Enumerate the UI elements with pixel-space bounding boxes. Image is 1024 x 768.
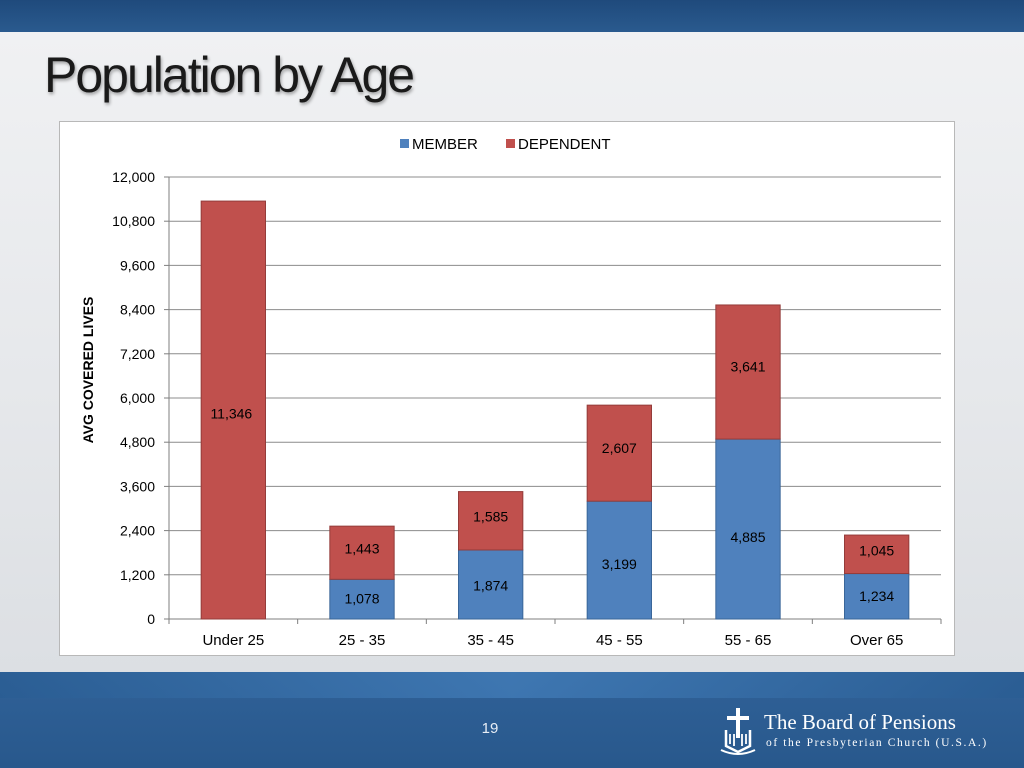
data-label: 1,045 bbox=[859, 543, 894, 559]
data-label: 1,443 bbox=[344, 541, 379, 557]
x-tick-label: Over 65 bbox=[850, 632, 903, 649]
data-label: 1,585 bbox=[473, 509, 508, 525]
y-tick-label: 3,600 bbox=[120, 478, 155, 494]
logo-line-2: of the Presbyterian Church (U.S.A.) bbox=[766, 737, 988, 749]
y-axis-title: AVG COVERED LIVES bbox=[80, 297, 96, 444]
data-label: 4,885 bbox=[730, 529, 765, 545]
data-label: 1,078 bbox=[344, 591, 379, 607]
bar-dependent bbox=[329, 525, 395, 580]
legend-label-member: MEMBER bbox=[412, 136, 478, 153]
y-tick-label: 2,400 bbox=[120, 523, 155, 539]
x-tick-label: 25 - 35 bbox=[339, 632, 386, 649]
legend-label-dependent: DEPENDENT bbox=[518, 136, 611, 153]
y-tick-label: 7,200 bbox=[120, 346, 155, 362]
logo-line-1: The Board of Pensions bbox=[764, 710, 956, 734]
bar-member bbox=[458, 549, 524, 620]
data-label: 1,234 bbox=[859, 588, 894, 604]
x-tick-label: Under 25 bbox=[202, 632, 264, 649]
footer-stripe bbox=[0, 672, 1024, 698]
bar-member bbox=[844, 573, 910, 620]
y-tick-label: 0 bbox=[147, 611, 155, 627]
presbyterian-seal-icon bbox=[720, 708, 756, 755]
chart-container: 0 1,200 2,400 3,600 4,800 6,000 7,200 8,400 9,60… bbox=[59, 121, 955, 656]
data-label: 1,874 bbox=[473, 578, 508, 594]
organization-logo: The Board of Pensions of the Presbyteria… bbox=[718, 706, 1008, 758]
legend-swatch-member bbox=[400, 139, 409, 148]
data-label: 11,346 bbox=[210, 405, 252, 421]
y-tick-label: 10,800 bbox=[112, 213, 155, 229]
data-label: 3,199 bbox=[602, 556, 637, 572]
bar-member bbox=[586, 500, 653, 620]
x-tick-label: 35 - 45 bbox=[467, 632, 514, 649]
x-tick-label: 55 - 65 bbox=[725, 632, 772, 649]
y-tick-label: 9,600 bbox=[120, 257, 155, 273]
bar-dependent bbox=[715, 304, 781, 440]
y-tick-label: 1,200 bbox=[120, 567, 155, 583]
stacked-bar-chart: 0 1,200 2,400 3,600 4,800 6,000 7,200 8,400 9,60… bbox=[80, 136, 942, 649]
bar-dependent bbox=[586, 404, 653, 502]
page-number: 19 bbox=[481, 720, 499, 737]
slide-title: Population by Age bbox=[44, 47, 415, 103]
bar-dependent bbox=[844, 534, 910, 575]
data-label: 2,607 bbox=[602, 440, 637, 456]
bar-member bbox=[715, 438, 781, 620]
y-tick-label: 8,400 bbox=[120, 302, 155, 318]
x-tick-label: 45 - 55 bbox=[596, 632, 643, 649]
y-tick-label: 4,800 bbox=[120, 434, 155, 450]
footer-bar: 19 bbox=[0, 672, 1024, 768]
bar-dependent bbox=[200, 200, 267, 620]
bar-member bbox=[329, 578, 395, 620]
bar-dependent bbox=[458, 491, 524, 551]
legend-swatch-dependent bbox=[506, 139, 515, 148]
y-tick-label: 6,000 bbox=[120, 390, 155, 406]
y-tick-label: 12,000 bbox=[112, 169, 155, 185]
data-label: 3,641 bbox=[730, 358, 765, 374]
top-bar bbox=[0, 0, 1024, 32]
